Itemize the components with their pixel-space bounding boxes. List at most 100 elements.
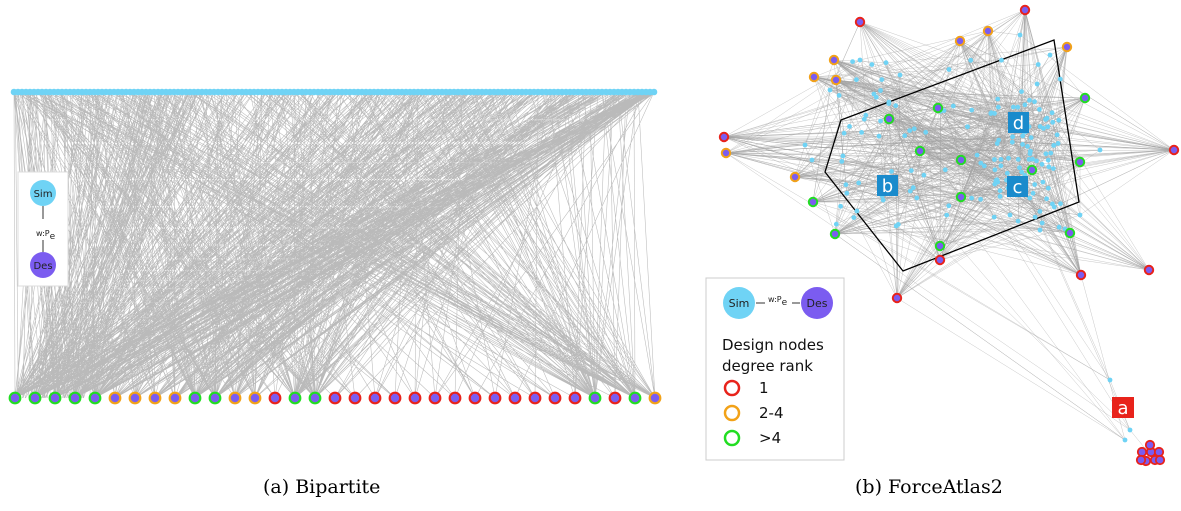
sim-node bbox=[847, 124, 852, 129]
design-node bbox=[288, 391, 302, 405]
caption-bipartite: (a) Bipartite bbox=[263, 476, 381, 498]
design-node bbox=[1026, 164, 1038, 176]
design-node bbox=[954, 35, 966, 47]
forceatlas-sim-nodes bbox=[802, 32, 1133, 443]
svg-text:Des: Des bbox=[807, 297, 828, 310]
design-node bbox=[718, 131, 730, 143]
edge-weight-label: w:Pe bbox=[768, 295, 788, 308]
design-node bbox=[428, 391, 442, 405]
rank-2-4-swatch bbox=[723, 404, 741, 422]
sim-node bbox=[1035, 62, 1041, 67]
sim-node bbox=[1034, 81, 1040, 87]
sim-node bbox=[850, 59, 855, 64]
design-node bbox=[248, 391, 262, 405]
sim-node bbox=[1019, 89, 1024, 94]
caption-forceatlas: (b) ForceAtlas2 bbox=[855, 476, 1003, 498]
sim-node bbox=[946, 203, 952, 209]
sim-node bbox=[886, 99, 892, 105]
design-node bbox=[934, 240, 946, 252]
sim-node bbox=[883, 60, 889, 66]
sim-node bbox=[1050, 201, 1055, 207]
sim-node bbox=[876, 133, 882, 139]
sim-node bbox=[1027, 151, 1033, 157]
sim-node bbox=[871, 91, 877, 97]
design-node bbox=[588, 391, 602, 405]
sim-node bbox=[893, 223, 899, 229]
cluster-label-d: d bbox=[1008, 112, 1029, 134]
des-legend-label: Des bbox=[33, 261, 52, 272]
sim-node bbox=[1047, 52, 1053, 58]
sim-node bbox=[996, 104, 1001, 110]
sim-node bbox=[908, 168, 914, 174]
sim-node bbox=[1027, 195, 1033, 201]
sim-node bbox=[978, 196, 983, 202]
sim-node bbox=[802, 142, 808, 148]
sim-node bbox=[1022, 102, 1028, 108]
sim-node bbox=[869, 62, 875, 67]
sim-node bbox=[907, 128, 913, 134]
sim-node bbox=[998, 157, 1004, 162]
sim-node bbox=[998, 163, 1004, 169]
sim-node bbox=[1050, 119, 1056, 125]
sim-node bbox=[1043, 151, 1049, 157]
sim-node bbox=[969, 195, 974, 201]
sim-node bbox=[944, 212, 950, 218]
design-node bbox=[955, 191, 967, 203]
sim-legend-node bbox=[30, 180, 56, 206]
sim-node bbox=[1048, 150, 1054, 156]
design-node bbox=[568, 391, 582, 405]
rank-1-swatch bbox=[723, 379, 741, 397]
design-node bbox=[168, 391, 182, 405]
cluster-label-c: c bbox=[1007, 176, 1028, 198]
sim-node bbox=[907, 188, 913, 194]
sim-node bbox=[1030, 190, 1036, 196]
design-node bbox=[829, 228, 841, 240]
sim-node bbox=[836, 93, 842, 98]
svg-text:a: a bbox=[1117, 398, 1128, 419]
bipartite-edges bbox=[13, 91, 656, 399]
sim-node bbox=[838, 203, 843, 209]
design-node bbox=[648, 391, 662, 405]
design-node bbox=[348, 391, 362, 405]
sim-node bbox=[946, 67, 952, 72]
sim-node bbox=[1032, 214, 1038, 220]
bipartite-panel: Sim w:Pe Des bbox=[8, 88, 662, 405]
sim-node bbox=[1046, 164, 1052, 170]
sim-node bbox=[827, 87, 833, 93]
design-node bbox=[228, 391, 242, 405]
sim-node bbox=[854, 208, 860, 214]
design-node bbox=[488, 391, 502, 405]
sim-node bbox=[1007, 212, 1013, 218]
sim-node bbox=[1009, 139, 1015, 145]
sim-node bbox=[1015, 157, 1021, 162]
sim-node bbox=[994, 141, 1000, 146]
design-node-cluster-a bbox=[1154, 454, 1166, 466]
design-node bbox=[408, 391, 422, 405]
sim-node bbox=[914, 195, 920, 201]
sim-node bbox=[1077, 212, 1083, 218]
sim-node bbox=[1054, 132, 1060, 138]
rank-2-4-label: 2-4 bbox=[759, 404, 784, 422]
sim-node bbox=[1049, 110, 1055, 116]
sim-node bbox=[968, 57, 974, 63]
sim-node bbox=[650, 88, 658, 96]
svg-text:c: c bbox=[1013, 177, 1023, 198]
sim-node bbox=[1039, 161, 1045, 167]
svg-text:Sim: Sim bbox=[729, 297, 750, 310]
design-node bbox=[891, 292, 903, 304]
sim-node bbox=[1017, 32, 1023, 38]
design-node bbox=[1143, 264, 1155, 276]
sim-node bbox=[997, 194, 1003, 199]
sim-node bbox=[978, 160, 984, 166]
sim-node bbox=[1044, 196, 1049, 202]
sim-node bbox=[1050, 166, 1056, 172]
bipartite-legend: Sim w:Pe Des bbox=[17, 171, 69, 287]
svg-text:d: d bbox=[1013, 113, 1024, 134]
sim-node bbox=[1026, 157, 1032, 162]
sim-node bbox=[1097, 147, 1103, 153]
sim-node bbox=[857, 57, 863, 63]
design-node bbox=[468, 391, 482, 405]
sim-node bbox=[833, 221, 839, 227]
sim-node bbox=[1045, 185, 1051, 191]
design-node bbox=[88, 391, 102, 405]
